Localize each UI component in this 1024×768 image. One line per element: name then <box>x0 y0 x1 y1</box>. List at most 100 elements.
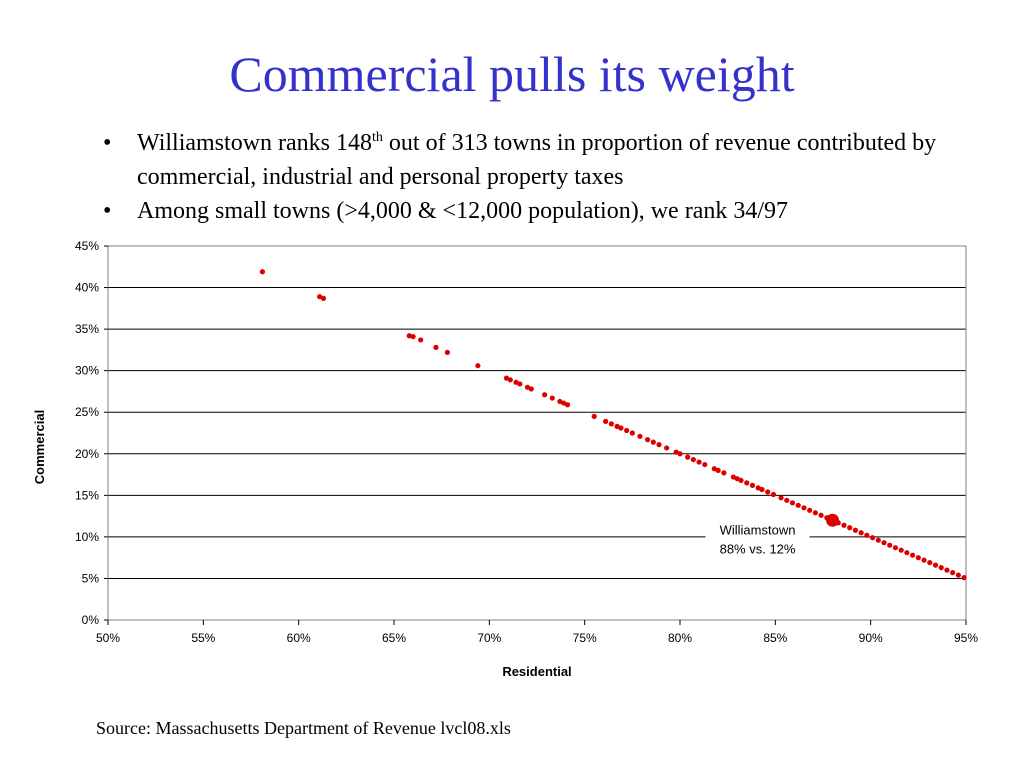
data-point <box>812 510 818 516</box>
data-point <box>789 500 796 506</box>
data-point <box>624 427 630 434</box>
bullet-glyph: • <box>103 130 112 156</box>
data-point <box>887 542 893 548</box>
y-tick-label: 25% <box>75 405 99 419</box>
data-point <box>608 421 614 427</box>
data-point <box>875 537 881 543</box>
x-tick-label: 85% <box>763 631 787 645</box>
data-point <box>881 540 887 546</box>
data-point <box>650 439 656 445</box>
data-point <box>852 527 859 533</box>
data-point <box>715 467 721 473</box>
data-point <box>738 477 744 483</box>
slide-title: Commercial pulls its weight <box>229 46 795 102</box>
data-point <box>858 530 864 536</box>
data-point <box>961 575 967 581</box>
x-axis-label: Residential <box>502 664 571 679</box>
data-point <box>433 344 439 350</box>
data-point <box>765 489 771 495</box>
y-tick-label: 10% <box>75 530 99 544</box>
y-tick-label: 30% <box>75 364 99 378</box>
x-tick-label: 75% <box>573 631 597 645</box>
data-point <box>955 572 961 578</box>
x-tick-label: 95% <box>954 631 978 645</box>
y-tick-label: 20% <box>75 447 99 461</box>
data-point <box>818 512 824 518</box>
y-axis-ticks: 0% 5% 10% 15% 20% 25% 30% 35% 40% 45% <box>75 239 108 627</box>
data-point <box>618 425 624 431</box>
bullet-glyph: • <box>103 198 112 224</box>
data-point <box>696 459 702 465</box>
data-point <box>507 377 513 383</box>
data-point <box>744 480 750 486</box>
y-tick-label: 35% <box>75 322 99 336</box>
data-point <box>564 402 571 408</box>
data-point <box>841 522 847 528</box>
bullet-text-start: Williamstown ranks 148 <box>137 130 373 156</box>
data-point <box>784 497 790 503</box>
y-tick-label: 5% <box>82 571 100 585</box>
bullet-item: • Williamstown ranks 148th out of 313 to… <box>103 126 963 194</box>
y-tick-label: 15% <box>75 488 99 502</box>
data-point <box>759 486 765 493</box>
x-tick-label: 50% <box>96 631 120 645</box>
data-point <box>690 456 696 463</box>
x-tick-label: 65% <box>382 631 406 645</box>
bullet-item: • Among small towns (>4,000 & <12,000 po… <box>103 194 963 228</box>
data-point <box>915 555 921 561</box>
annotation-background <box>705 517 810 560</box>
x-tick-label: 60% <box>287 631 311 645</box>
annotation-line: Williamstown <box>720 522 796 537</box>
data-point <box>795 502 801 508</box>
x-tick-label: 90% <box>859 631 883 645</box>
y-tick-label: 0% <box>82 613 100 627</box>
plot-area-frame <box>107 245 967 621</box>
data-point <box>702 461 708 468</box>
data-point <box>259 269 266 275</box>
data-point <box>517 381 523 387</box>
data-point <box>770 491 777 498</box>
data-point <box>869 535 876 541</box>
data-point <box>542 392 548 398</box>
data-point <box>932 562 939 568</box>
scatter-chart: 0% 5% 10% 15% 20% 25% 30% 35% 40% 45% 50% 55% 60% 65… <box>32 239 978 679</box>
data-point <box>921 557 927 563</box>
highlight-point-williamstown <box>826 513 840 527</box>
x-tick-label: 80% <box>668 631 692 645</box>
data-point <box>629 430 635 436</box>
x-tick-label: 55% <box>191 631 215 645</box>
y-tick-label: 45% <box>75 239 99 253</box>
annotation-line: 88% vs. 12% <box>720 541 796 556</box>
source-note: Source: Massachusetts Department of Reve… <box>96 718 511 738</box>
data-point <box>591 413 597 419</box>
data-point <box>904 550 910 556</box>
data-point <box>950 570 956 576</box>
data-point <box>664 445 670 451</box>
data-point <box>944 567 950 573</box>
data-point <box>475 363 481 369</box>
data-point <box>892 545 899 551</box>
data-point <box>320 295 327 301</box>
x-axis-ticks: 50% 55% 60% 65% 70% 75% 80% 85% 90% 95% <box>96 620 978 645</box>
annotation-group: Williamstown 88% vs. 12% <box>705 517 810 560</box>
data-point <box>778 495 784 501</box>
data-point <box>864 532 870 538</box>
data-point <box>444 349 450 355</box>
grid-lines <box>108 287 966 579</box>
data-point <box>410 333 416 340</box>
data-point <box>528 386 534 392</box>
bullet-text-start: Among small towns (>4,000 & <12,000 popu… <box>137 198 789 224</box>
data-point <box>603 418 609 424</box>
data-point <box>418 337 424 343</box>
data-points <box>259 269 967 581</box>
data-point <box>677 451 683 457</box>
bullet-list: • Williamstown ranks 148th out of 313 to… <box>103 126 963 228</box>
data-point <box>637 433 643 439</box>
data-point <box>927 560 933 566</box>
data-point <box>847 525 853 531</box>
data-point <box>721 470 727 476</box>
data-point <box>549 395 555 401</box>
y-axis-label: Commercial <box>32 410 47 484</box>
data-point <box>644 437 651 443</box>
data-point <box>656 442 662 448</box>
